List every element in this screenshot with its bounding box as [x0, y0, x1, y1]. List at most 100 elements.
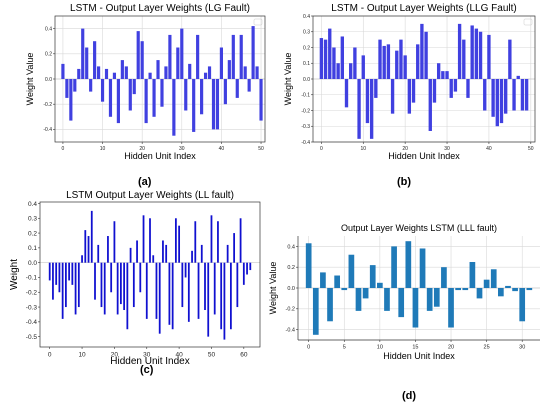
y-tick-label: 0.2 [45, 52, 52, 58]
bar [449, 79, 453, 98]
bar [215, 79, 220, 130]
bar [156, 60, 160, 79]
bar [77, 262, 80, 308]
bar [124, 66, 128, 79]
x-axis-label: Hidden Unit Index [383, 351, 455, 361]
x-tick-label: 5 [343, 345, 346, 351]
y-tick-label: 0.1 [28, 245, 37, 252]
bar [520, 79, 525, 111]
bar [229, 262, 232, 330]
bar [180, 28, 184, 80]
bar [184, 262, 187, 278]
bar [512, 288, 518, 292]
bar [231, 34, 235, 79]
bar [119, 262, 122, 305]
bar [441, 267, 447, 288]
bar [512, 79, 516, 111]
y-tick-label: 0.3 [303, 30, 310, 36]
bar [81, 28, 85, 80]
bar [126, 262, 129, 330]
bar [58, 262, 61, 293]
chart-title: LSTM - Output Layer Weights (LLG Fault) [331, 3, 516, 14]
y-tick-label: -0.1 [301, 93, 310, 99]
bar [71, 262, 74, 285]
x-tick-label: 30 [444, 146, 450, 152]
bar [145, 262, 148, 319]
bar [188, 63, 192, 79]
chart-panel-ll-fault: LSTM Output Layer Weights (LL fault) 0 10 2… [10, 188, 266, 366]
x-tick-label: 30 [179, 146, 185, 152]
bar [61, 262, 64, 319]
chart-llg-fault: LSTM - Output Layer Weights (LLG Fault) 0… [283, 3, 536, 161]
bar [243, 66, 247, 79]
bar [149, 218, 151, 263]
x-tick-label: 0 [48, 352, 52, 359]
x-tick-label: 10 [360, 146, 366, 152]
x-tick-label: 40 [219, 146, 225, 152]
bar [203, 72, 208, 79]
y-tick-label: 0.0 [287, 286, 295, 292]
bar [428, 79, 432, 131]
bar [424, 31, 428, 79]
bar [220, 262, 223, 330]
bar [61, 63, 65, 79]
bar [353, 47, 357, 79]
y-tick-label: -0.3 [26, 304, 38, 311]
bar [433, 288, 440, 307]
bar [255, 66, 259, 79]
bar [470, 25, 474, 79]
bar [93, 41, 97, 79]
bar [84, 230, 87, 263]
bar [524, 79, 529, 111]
chart-title: LSTM Output Layer Weights (LL fault) [66, 190, 234, 201]
bar [227, 60, 231, 79]
bar [191, 250, 193, 263]
bar [382, 45, 386, 79]
bar [323, 39, 328, 79]
bar [192, 79, 196, 132]
legend-box [523, 18, 533, 26]
x-tick-label: 10 [100, 146, 106, 152]
bar [398, 288, 405, 318]
bar [152, 79, 156, 117]
bar [476, 288, 483, 299]
bar [113, 221, 116, 263]
bar [120, 60, 124, 79]
x-tick-label: 60 [240, 352, 248, 359]
bar [116, 262, 119, 315]
bar [132, 262, 135, 308]
y-axis-label: Weight Value [268, 262, 278, 315]
x-tick-label: 40 [486, 146, 492, 152]
bar [508, 39, 512, 79]
y-tick-label: 0.1 [303, 61, 310, 67]
chart-lg-fault: LSTM - Output Layer Weights (LG Fault) 0 1… [25, 3, 266, 161]
bar [441, 71, 445, 79]
bar [369, 79, 374, 139]
y-tick-label: 0.2 [303, 45, 310, 51]
bar [148, 72, 152, 79]
x-axis-label: Hidden Unit Index [124, 151, 196, 161]
x-axis-label: Hidden Unit Index [388, 151, 460, 161]
y-tick-label: -0.2 [301, 108, 310, 114]
y-axis-label: Weight Value [283, 53, 293, 106]
bar [144, 79, 148, 124]
bar [259, 79, 263, 121]
y-tick-label: -0.2 [26, 290, 38, 297]
bar [519, 288, 526, 322]
bar [445, 71, 449, 79]
bar [478, 31, 483, 79]
x-tick-label: 40 [176, 352, 184, 359]
bar [483, 279, 490, 288]
bar [341, 288, 348, 291]
x-tick-label: 25 [484, 345, 490, 351]
panel-label-d: (d) [402, 390, 417, 402]
bar [453, 79, 458, 92]
bar [77, 68, 81, 79]
bar [377, 282, 383, 288]
bar [319, 38, 324, 79]
bar [97, 66, 101, 79]
bar [55, 262, 58, 285]
x-tick-label: 50 [528, 146, 534, 152]
bar [233, 233, 236, 263]
y-tick-label: 0.2 [287, 265, 295, 271]
